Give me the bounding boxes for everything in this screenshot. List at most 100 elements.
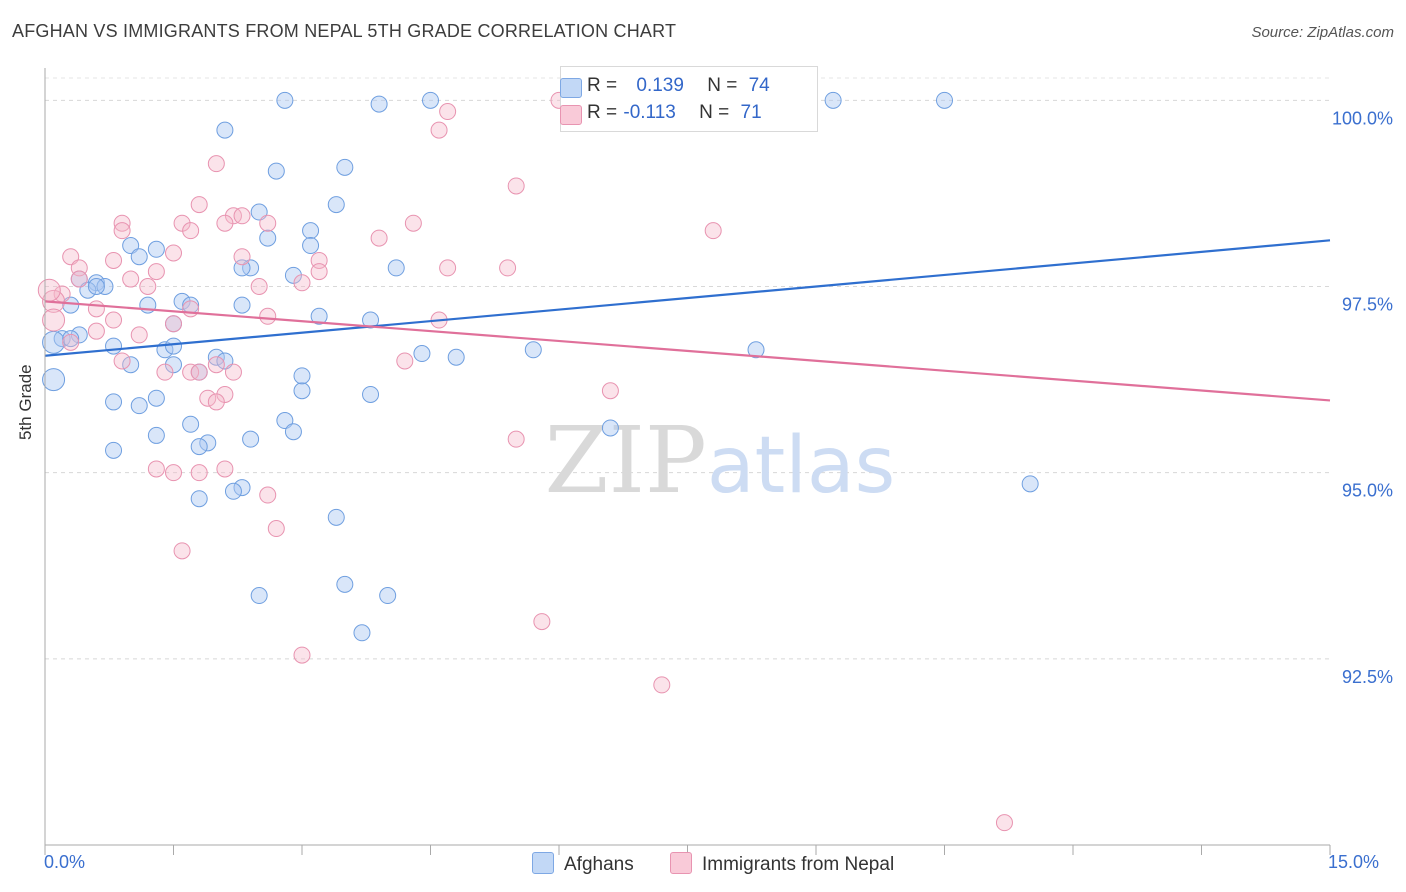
nepal-point [439, 259, 457, 277]
nepal-point [259, 214, 277, 232]
legend-r-label: R = [587, 75, 623, 96]
nepal-point [113, 222, 131, 240]
nepal-point [430, 121, 448, 139]
afghans-point [936, 91, 953, 109]
afghans-point [310, 307, 328, 325]
nepal-point [396, 352, 414, 370]
afghans-point [70, 326, 88, 344]
afghans-point [190, 438, 208, 456]
bottom-legend-afghans: Afghans [532, 852, 634, 876]
afghans-point [105, 441, 123, 459]
afghans-point [293, 382, 311, 400]
y-tick-label: 97.5% [1342, 295, 1393, 315]
y-tick-label: 95.0% [1342, 481, 1393, 501]
nepal-point [190, 196, 208, 214]
bottom-legend-swatch-nepal [670, 852, 692, 874]
nepal-point [216, 385, 234, 403]
y-axis-label: 5th Grade [16, 364, 35, 440]
afghans-point [524, 341, 542, 359]
y-tick-label: 92.5% [1342, 667, 1393, 687]
x-tick-label-max: 15.0% [1328, 852, 1380, 872]
nepal-point [190, 464, 208, 482]
legend-r-label: R = [587, 102, 623, 123]
nepal-point [156, 363, 174, 381]
watermark: ZIPatlas [545, 407, 896, 514]
nepal-point [113, 214, 131, 232]
legend-swatch-nepal [560, 105, 582, 125]
nepal-point [173, 542, 191, 560]
nepal-point [87, 322, 105, 340]
legend-n-label: N = [707, 75, 743, 96]
afghans-point [105, 337, 123, 355]
nepal-point [601, 382, 619, 400]
afghans-point [259, 229, 277, 247]
nepal-point [62, 248, 80, 266]
nepal-point [995, 814, 1013, 832]
axes [44, 68, 1331, 855]
afghans-point [87, 274, 105, 292]
bottom-legend-label-afghans: Afghans [564, 854, 634, 875]
nepal-point [439, 103, 457, 121]
afghans-point [387, 259, 405, 277]
nepal-point [182, 300, 200, 318]
bottom-legend-label-nepal: Immigrants from Nepal [702, 854, 895, 875]
nepal-point [139, 278, 157, 296]
afghans-point [207, 348, 225, 366]
afghans-point [302, 222, 320, 240]
afghans-point [53, 330, 71, 348]
chart-source: Source: ZipAtlas.com [1251, 24, 1394, 41]
nepal-point [216, 460, 234, 478]
nepal-point [147, 460, 165, 478]
afghans-point [327, 196, 345, 214]
afghans-point [147, 389, 165, 407]
afghans-point [173, 292, 191, 310]
afghans-point [233, 479, 251, 497]
nepal-point [404, 214, 422, 232]
afghans-point [601, 419, 619, 437]
legend-swatch-afghans [560, 78, 582, 98]
afghans-point [250, 587, 268, 605]
watermark-atlas: atlas [707, 421, 896, 511]
bottom-legend-nepal: Immigrants from Nepal [670, 852, 894, 876]
nepal-point [165, 464, 182, 482]
afghans-trend-line [44, 239, 1331, 357]
nepal-point [216, 214, 234, 232]
afghans-point [422, 91, 439, 109]
bottom-legend-swatch-afghans [532, 852, 554, 874]
afghans-point [284, 423, 302, 441]
legend-row-nepal: R = -0.113 N = 71 [560, 102, 762, 128]
afghans-point [224, 482, 242, 500]
nepal-point [37, 278, 61, 302]
afghans-point [42, 368, 66, 392]
afghans-point [336, 158, 354, 176]
afghans-point [1021, 475, 1039, 493]
nepal-point [42, 308, 66, 332]
nepal-point [507, 430, 525, 448]
afghans-point [447, 348, 465, 366]
nepal-point [182, 222, 200, 240]
afghans-point [276, 91, 294, 109]
afghans-point [62, 330, 80, 348]
afghans-point [379, 587, 397, 605]
nepal-point [87, 300, 105, 318]
afghans-point [747, 341, 765, 359]
data-points [37, 91, 1039, 832]
nepal-point [122, 270, 140, 288]
afghans-point [353, 624, 371, 642]
nepal-point [182, 363, 200, 381]
legend-n-value: 74 [748, 75, 770, 96]
afghans-point [96, 278, 114, 296]
afghans-point [165, 337, 182, 355]
nepal-point [224, 363, 242, 381]
afghans-point [824, 91, 842, 109]
afghans-point [250, 203, 268, 221]
afghans-point [199, 434, 217, 452]
afghans-point [87, 278, 105, 296]
nepal-point [224, 207, 242, 225]
afghans-point [79, 281, 97, 299]
afghans-point [165, 356, 182, 374]
afghans-point [267, 162, 285, 180]
afghans-point [242, 430, 260, 448]
afghans-point [233, 296, 251, 314]
